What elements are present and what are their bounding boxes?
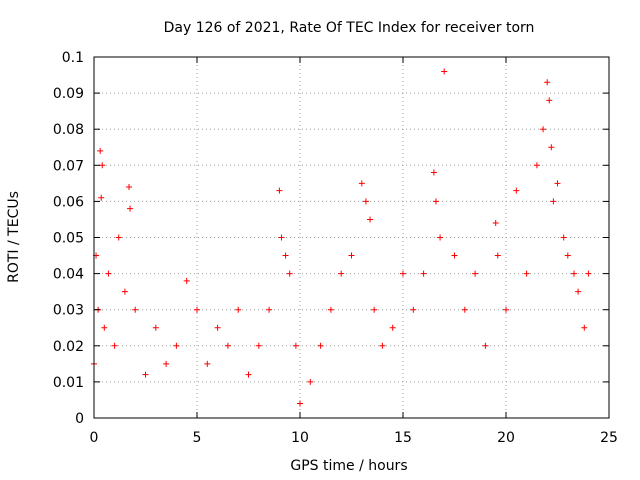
- plot-frame: [93, 56, 610, 419]
- data-point: [540, 126, 547, 133]
- y-tick-label: 0.1: [62, 50, 84, 66]
- data-point: [183, 277, 190, 284]
- data-point: [173, 342, 180, 349]
- data-point: [472, 270, 479, 277]
- data-point: [554, 180, 561, 187]
- data-point: [533, 162, 540, 169]
- x-tick-label: 10: [291, 430, 309, 446]
- y-tick-labels: 0 0.01 0.02 0.03 0.04 0.05 0.06 0.07 0.08 0.09 0.1: [53, 50, 84, 427]
- grid-layer: [94, 57, 609, 418]
- data-point: [152, 324, 159, 331]
- data-point: [98, 194, 105, 201]
- data-point: [451, 252, 458, 259]
- data-point: [575, 288, 582, 295]
- data-point: [461, 306, 468, 313]
- data-point: [420, 270, 427, 277]
- data-point: [371, 306, 378, 313]
- x-tick-labels: 0 5 10 15 20 25: [90, 430, 618, 446]
- data-point: [432, 198, 439, 205]
- y-tick-label: 0.09: [53, 86, 84, 102]
- data-point: [266, 306, 273, 313]
- data-point: [379, 342, 386, 349]
- data-point: [544, 79, 551, 86]
- data-point: [278, 234, 285, 241]
- y-tick-label: 0.05: [53, 231, 84, 247]
- x-tick-label: 20: [497, 430, 515, 446]
- data-point: [482, 342, 489, 349]
- y-tick-label: 0.02: [53, 339, 84, 355]
- data-point: [97, 147, 104, 154]
- data-point: [400, 270, 406, 277]
- data-point: [430, 169, 437, 176]
- data-point: [570, 270, 577, 277]
- y-tick-label: 0.04: [53, 267, 84, 283]
- data-point: [348, 252, 355, 259]
- data-point: [111, 342, 118, 349]
- data-point: [550, 198, 557, 205]
- data-point: [389, 324, 396, 331]
- data-point: [224, 342, 231, 349]
- data-point: [297, 400, 303, 407]
- data-point: [286, 270, 293, 277]
- data-point: [358, 180, 365, 187]
- data-point: [410, 306, 417, 313]
- data-point: [99, 162, 106, 169]
- data-point: [581, 324, 588, 331]
- data-point: [194, 306, 200, 313]
- y-tick-label: 0: [75, 411, 84, 427]
- data-point: [127, 205, 134, 212]
- data-point: [101, 324, 108, 331]
- y-axis-label: ROTI / TECUs: [6, 191, 22, 283]
- y-tick-label: 0.08: [53, 122, 84, 138]
- data-point: [564, 252, 571, 259]
- data-point: [214, 324, 221, 331]
- data-point: [204, 360, 211, 367]
- data-point: [503, 306, 509, 313]
- data-point: [105, 270, 112, 277]
- data-point: [142, 371, 149, 378]
- data-point: [367, 216, 374, 223]
- data-point: [163, 360, 170, 367]
- data-point: [307, 378, 314, 385]
- y-tick-label: 0.03: [53, 303, 84, 319]
- y-tick-label: 0.07: [53, 158, 84, 174]
- x-tick-label: 25: [600, 430, 618, 446]
- data-point: [560, 234, 567, 241]
- y-tick-label: 0.06: [53, 194, 84, 210]
- data-point: [282, 252, 289, 259]
- data-point: [546, 97, 553, 104]
- x-tick-label: 15: [394, 430, 412, 446]
- y-tick-label: 0.01: [53, 375, 84, 391]
- data-point: [441, 68, 448, 75]
- data-point: [126, 183, 133, 190]
- x-tick-label: 5: [193, 430, 202, 446]
- data-point: [121, 288, 128, 295]
- x-axis-label: GPS time / hours: [290, 458, 407, 474]
- data-point: [523, 270, 530, 277]
- data-point: [548, 144, 555, 151]
- data-point: [132, 306, 139, 313]
- data-point: [317, 342, 324, 349]
- data-point: [276, 187, 283, 194]
- chart-title: Day 126 of 2021, Rate Of TEC Index for r…: [164, 20, 535, 36]
- data-point: [492, 220, 499, 227]
- data-point: [255, 342, 262, 349]
- data-point: [292, 342, 299, 349]
- data-point: [338, 270, 345, 277]
- data-point: [513, 187, 520, 194]
- data-point: [115, 234, 122, 241]
- data-point: [494, 252, 501, 259]
- data-points: [91, 68, 592, 407]
- data-point: [437, 234, 444, 241]
- data-point: [362, 198, 369, 205]
- ticks-layer: [93, 56, 610, 419]
- x-tick-label: 0: [90, 430, 99, 446]
- data-point: [245, 371, 252, 378]
- data-point: [235, 306, 242, 313]
- data-point: [327, 306, 334, 313]
- data-point: [585, 270, 592, 277]
